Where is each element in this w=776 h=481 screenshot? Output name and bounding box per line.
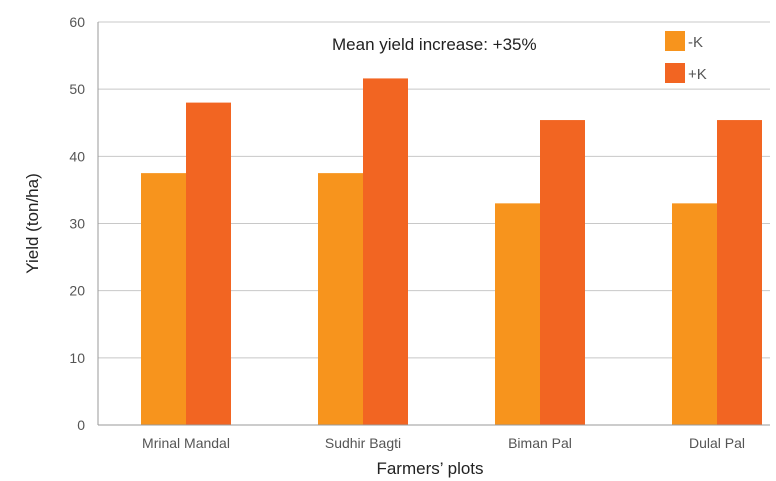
y-axis-title: Yield (ton/ha) [23, 173, 42, 273]
y-tick-labels: 0 10 20 30 40 50 60 [69, 14, 85, 433]
y-tick-label: 30 [69, 216, 85, 232]
axes [97, 22, 770, 426]
y-tick-label: 0 [77, 417, 85, 433]
x-axis-title: Farmers’ plots [376, 459, 483, 478]
bar-sudhir-bagti-minus-k [318, 173, 363, 425]
bar-dulal-pal-plus-k [717, 120, 762, 426]
x-tick-labels: Mrinal Mandal Sudhir Bagti Biman Pal Dulal … [142, 435, 745, 451]
x-tick-label: Dulal Pal [689, 435, 745, 451]
bar-dulal-pal-minus-k [672, 203, 717, 425]
bars [141, 78, 762, 426]
bar-biman-pal-minus-k [495, 203, 540, 425]
y-tick-label: 10 [69, 350, 85, 366]
mean-yield-annotation: Mean yield increase: +35% [332, 35, 537, 54]
x-tick-label: Biman Pal [508, 435, 572, 451]
legend-swatch-minus-k [665, 31, 685, 51]
legend-label-plus-k: +K [688, 66, 707, 83]
y-tick-label: 40 [69, 148, 85, 164]
bar-sudhir-bagti-plus-k [363, 78, 408, 426]
y-tick-label: 60 [69, 14, 85, 30]
legend: -K +K [665, 31, 707, 83]
bar-mrinal-mandal-minus-k [141, 173, 186, 425]
y-tick-label: 50 [69, 81, 85, 97]
y-tick-label: 20 [69, 283, 85, 299]
legend-label-minus-k: -K [688, 34, 703, 51]
bar-mrinal-mandal-plus-k [186, 102, 231, 425]
bar-biman-pal-plus-k [540, 120, 585, 426]
x-tick-label: Sudhir Bagti [325, 435, 401, 451]
x-tick-label: Mrinal Mandal [142, 435, 230, 451]
legend-swatch-plus-k [665, 63, 685, 83]
